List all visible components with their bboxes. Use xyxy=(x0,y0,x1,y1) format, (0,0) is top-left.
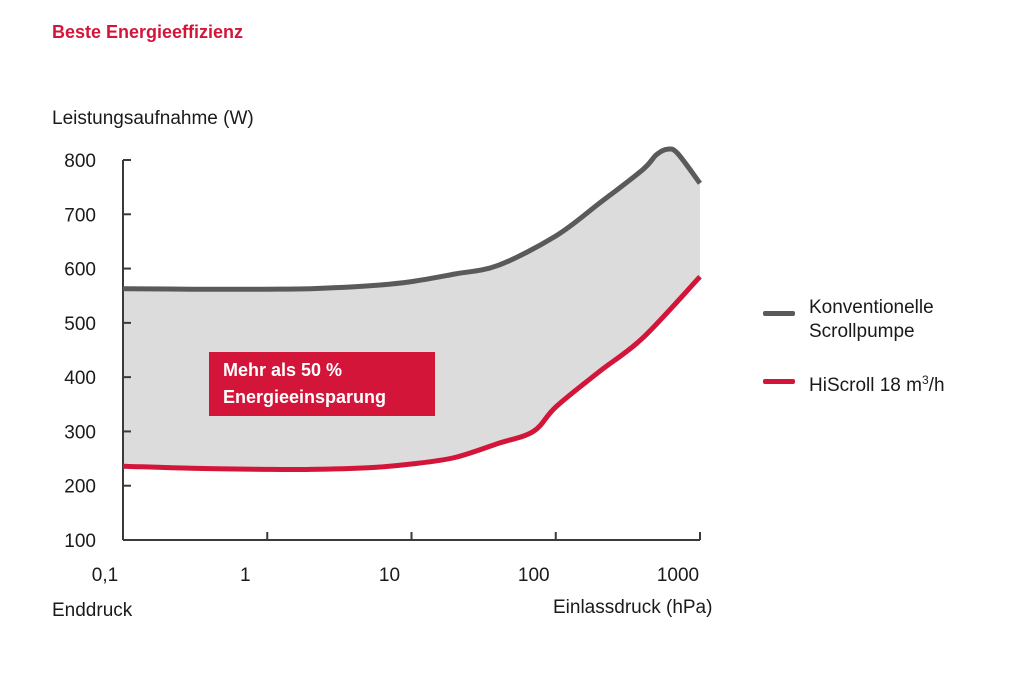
series-line-hiscroll xyxy=(122,274,702,473)
savings-annotation: Mehr als 50 % Energieeinsparung xyxy=(209,352,435,416)
savings-band xyxy=(123,148,700,470)
y-tick-label: 700 xyxy=(64,205,96,226)
legend-label-conventional: Konventionelle Scrollpumpe xyxy=(809,296,934,344)
x-tick-label: 100 xyxy=(518,565,550,586)
legend-label-conventional-line1: Konventionelle xyxy=(809,297,934,318)
legend-label-hiscroll-suffix: /h xyxy=(928,375,945,396)
legend-swatch-hiscroll xyxy=(763,379,795,384)
y-tick-label: 100 xyxy=(64,531,96,552)
x-tick-label: 0,1 xyxy=(92,565,118,586)
y-tick-label: 800 xyxy=(64,151,96,172)
x-tick-label: 1 xyxy=(240,565,251,586)
y-tick-label: 600 xyxy=(64,260,96,281)
legend-label-hiscroll-prefix: HiScroll 18 m xyxy=(809,375,922,396)
x-axis-label-left: Enddruck xyxy=(52,600,133,621)
y-tick-label: 400 xyxy=(64,368,96,389)
y-tick-label: 500 xyxy=(64,314,96,335)
series-line-conventional xyxy=(122,146,703,292)
x-tick-label: 1000 xyxy=(657,565,699,586)
legend-swatch-conventional xyxy=(763,311,795,316)
legend-label-hiscroll-sup: 3 xyxy=(921,373,929,387)
legend-label-hiscroll: HiScroll 18 m3/h xyxy=(809,368,945,398)
y-tick-label: 300 xyxy=(64,422,96,443)
y-tick-label: 200 xyxy=(64,477,96,498)
y-axis-label: Leistungsaufnahme (W) xyxy=(52,108,254,129)
chart-title: Beste Energieeffizienz xyxy=(52,22,244,42)
legend-label-conventional-line2: Scrollpumpe xyxy=(809,321,915,342)
x-axis-label-right: Einlassdruck (hPa) xyxy=(553,597,713,618)
savings-annotation-text: Mehr als 50 % Energieeinsparung xyxy=(223,360,387,407)
x-tick-label: 10 xyxy=(379,565,400,586)
